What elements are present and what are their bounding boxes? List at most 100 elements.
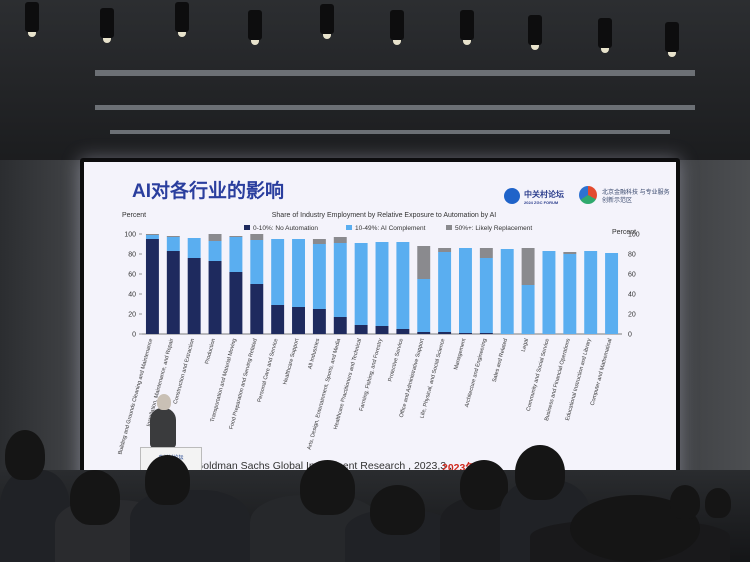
ceiling [0, 0, 750, 175]
bar-segment [250, 240, 264, 284]
bar-chart: Share of Industry Employment by Relative… [118, 212, 640, 455]
x-tick-label: Life, Physical, and Social Science [419, 338, 446, 419]
bar-segment [479, 258, 493, 333]
legend-swatch [446, 225, 452, 230]
bar-segment [396, 329, 410, 334]
bar-segment [312, 239, 326, 244]
bar-segment [166, 237, 180, 251]
bar-segment [187, 258, 201, 334]
bar-segment [271, 239, 285, 305]
x-tick-label: Personal Care and Service [257, 338, 280, 403]
stage-lamp [528, 15, 542, 50]
bar-segment [187, 238, 201, 258]
x-tick-label: Healthcare Support [282, 338, 300, 386]
forum-logo-icon [504, 188, 520, 204]
audience-head [460, 460, 508, 510]
stage-lamp [320, 4, 334, 39]
audience-head [300, 460, 355, 515]
audience-head [70, 470, 120, 525]
y-tick-label-right: 40 [628, 292, 636, 299]
bar-segment [584, 251, 598, 334]
legend-entry: 10-49%: AI Complement [355, 225, 426, 232]
stage-lamp [248, 10, 262, 45]
bar-segment [375, 242, 389, 326]
right-wall [670, 160, 750, 490]
y-axis-label-left: Percent [122, 212, 146, 219]
x-tick-label: Building and Grounds Cleaning and Mainte… [118, 338, 155, 455]
audience-head [705, 488, 731, 518]
bar-segment [292, 307, 305, 334]
bar-segment [417, 279, 431, 332]
bar-segment [521, 285, 535, 334]
bar-segment [417, 246, 431, 279]
bar-segment [208, 261, 222, 334]
bar-segment [333, 317, 347, 334]
bar-segment [229, 236, 243, 237]
x-tick-label: Educational Instruction and Library [565, 338, 593, 422]
lighting-truss [110, 130, 670, 134]
y-tick-label-left: 40 [128, 292, 136, 299]
x-tick-label: Construction and Extraction [173, 338, 196, 405]
x-tick-label: Legal [521, 338, 530, 353]
x-tick-label: Management [453, 338, 467, 371]
stage-lamp [100, 8, 114, 43]
speaker-head [157, 394, 171, 410]
bar-segment [479, 333, 493, 334]
bar-segment [312, 309, 326, 334]
x-tick-label: Architecture and Engineering [464, 338, 488, 408]
stage-lamp [460, 10, 474, 45]
bar-segment [333, 237, 347, 243]
audience-head [5, 430, 45, 480]
bar-segment [145, 239, 159, 334]
bar-segment [208, 234, 222, 241]
bar-segment [229, 237, 243, 272]
y-tick-label-right: 0 [628, 332, 632, 339]
y-tick-label-left: 60 [128, 272, 136, 279]
bar-segment [333, 243, 347, 317]
bar-segment [438, 332, 452, 334]
audience-head [515, 445, 565, 500]
y-tick-label-left: 100 [124, 232, 136, 239]
legend-swatch [346, 225, 352, 230]
bar-segment [208, 241, 222, 261]
x-tick-label: Production [204, 338, 217, 365]
projection-screen: AI对各行业的影响 中关村论坛 2024 ZGC FORUM 北京金融科技 与专… [80, 158, 680, 498]
x-tick-label: Computer and Mathematical [590, 338, 614, 406]
y-tick-label-right: 20 [628, 312, 636, 319]
bar-segment [500, 249, 514, 334]
stage-lamp [390, 10, 404, 45]
bar-segment [417, 332, 431, 334]
bar-segment [459, 333, 472, 334]
legend-swatch [244, 225, 250, 230]
bar-segment [438, 252, 452, 332]
bar-segment [438, 248, 452, 252]
bar-segment [312, 244, 326, 309]
y-tick-label-left: 20 [128, 312, 136, 319]
fintech-zone-logo-label: 北京金融科技 与专业服务创新示范区 [602, 190, 670, 204]
chart-title: Share of Industry Employment by Relative… [272, 212, 497, 219]
bar-segment [521, 248, 535, 285]
lighting-truss [95, 70, 695, 76]
stage-lamp [175, 2, 189, 37]
bar-segment [563, 252, 577, 254]
legend-entry: 50%+: Likely Replacement [455, 225, 532, 232]
y-tick-label-left: 0 [132, 332, 136, 339]
y-tick-label-left: 80 [128, 252, 136, 259]
source-citation: Source: Goldman Sachs Global Investment … [156, 460, 452, 472]
bar-segment [354, 243, 368, 325]
legend-entry: 0-10%: No Automation [253, 225, 318, 232]
stage-lamp [598, 18, 612, 53]
y-axis-label-right: Percent [612, 229, 636, 236]
stage-lamp [665, 22, 679, 57]
fintech-zone-logo-icon [579, 186, 597, 204]
y-tick-label-right: 80 [628, 252, 636, 259]
bar-segment [459, 248, 472, 333]
stage-lamp [25, 2, 39, 37]
x-tick-label: Community and Social Service [526, 338, 551, 412]
bar-segment [145, 235, 159, 239]
bar-segment [166, 236, 180, 237]
bar-segment [250, 234, 264, 240]
bar-segment [542, 251, 556, 334]
left-wall [0, 160, 95, 480]
forum-logo-label: 中关村论坛 2024 ZGC FORUM [524, 190, 564, 205]
